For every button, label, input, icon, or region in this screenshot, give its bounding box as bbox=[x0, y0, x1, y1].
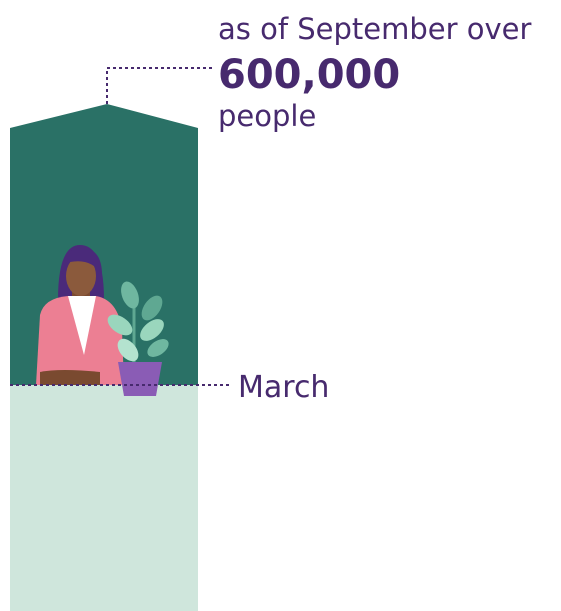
person-illustration bbox=[36, 245, 124, 385]
leader-line bbox=[106, 67, 212, 104]
plant-illustration bbox=[107, 281, 169, 396]
march-label: March bbox=[238, 370, 329, 405]
annotation-line2: people bbox=[218, 99, 316, 133]
annotation-figure: 600,000 bbox=[218, 52, 400, 98]
lower-block bbox=[10, 385, 198, 611]
annotation-line1: as of September over bbox=[218, 12, 532, 46]
